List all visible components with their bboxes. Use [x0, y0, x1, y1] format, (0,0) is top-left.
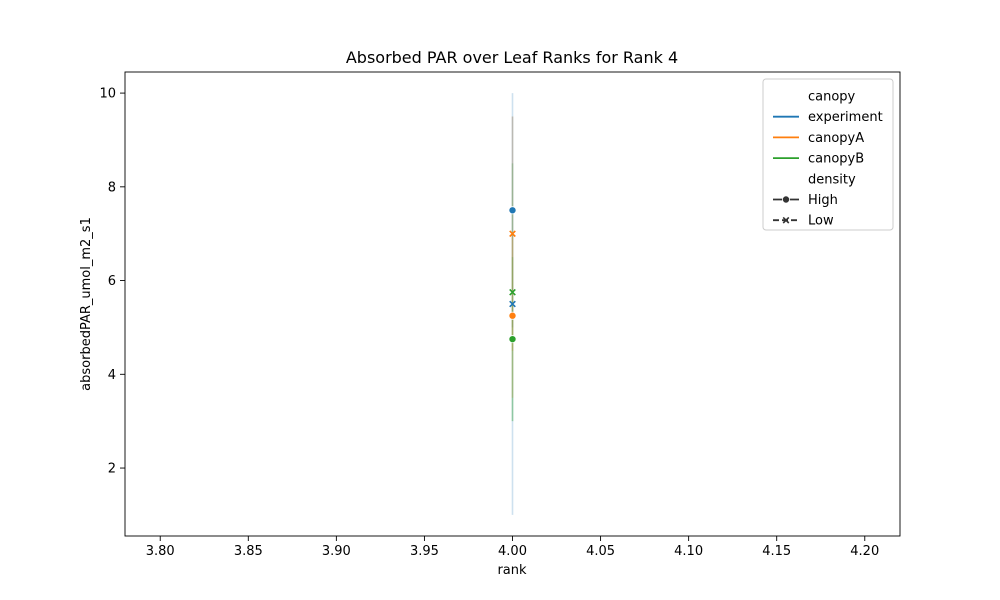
point-canopyA-low: [509, 230, 516, 238]
x-tick-label: 3.95: [410, 544, 439, 559]
legend-marker-high: [782, 195, 791, 204]
x-tick-label: 4.10: [674, 544, 703, 559]
point-experiment-high: [508, 206, 517, 215]
x-axis: 3.80 3.85 3.90 3.95 4.00 4.05 4.10 4.15 4.20: [146, 536, 879, 559]
chart-title: Absorbed PAR over Leaf Ranks for Rank 4: [346, 48, 678, 67]
y-tick-label: 2: [108, 462, 116, 477]
x-axis-label: rank: [497, 563, 527, 578]
x-tick-label: 4.15: [762, 544, 791, 559]
legend-marker-low: [782, 216, 790, 224]
y-axis-label: absorbedPAR_umol_m2_s1: [79, 217, 94, 391]
y-tick-label: 10: [99, 87, 116, 102]
plot-area: [508, 93, 517, 515]
x-tick-label: 3.85: [234, 544, 263, 559]
point-canopyB-low: [509, 288, 516, 296]
legend: canopy experiment canopyA canopyB density Hig…: [762, 78, 894, 231]
legend-label-canopyB: canopyB: [808, 152, 864, 167]
y-tick-label: 6: [108, 274, 116, 289]
point-experiment-low: [509, 300, 516, 308]
x-tick-label: 3.80: [146, 544, 175, 559]
legend-label-high: High: [808, 193, 838, 208]
y-axis: 2 4 6 8 10: [99, 87, 125, 477]
point-canopyA-high: [508, 311, 517, 320]
x-tick-label: 4.05: [586, 544, 615, 559]
x-tick-label: 4.20: [850, 544, 879, 559]
y-tick-label: 4: [108, 368, 116, 383]
y-tick-label: 8: [108, 180, 116, 195]
legend-title-density: density: [808, 172, 856, 187]
legend-label-canopyA: canopyA: [808, 131, 864, 146]
x-tick-label: 3.90: [322, 544, 351, 559]
legend-label-low: Low: [808, 214, 834, 229]
legend-title-canopy: canopy: [808, 90, 856, 105]
x-tick-label: 4.00: [498, 544, 527, 559]
point-canopyB-high: [508, 335, 517, 344]
legend-label-experiment: experiment: [808, 110, 883, 125]
